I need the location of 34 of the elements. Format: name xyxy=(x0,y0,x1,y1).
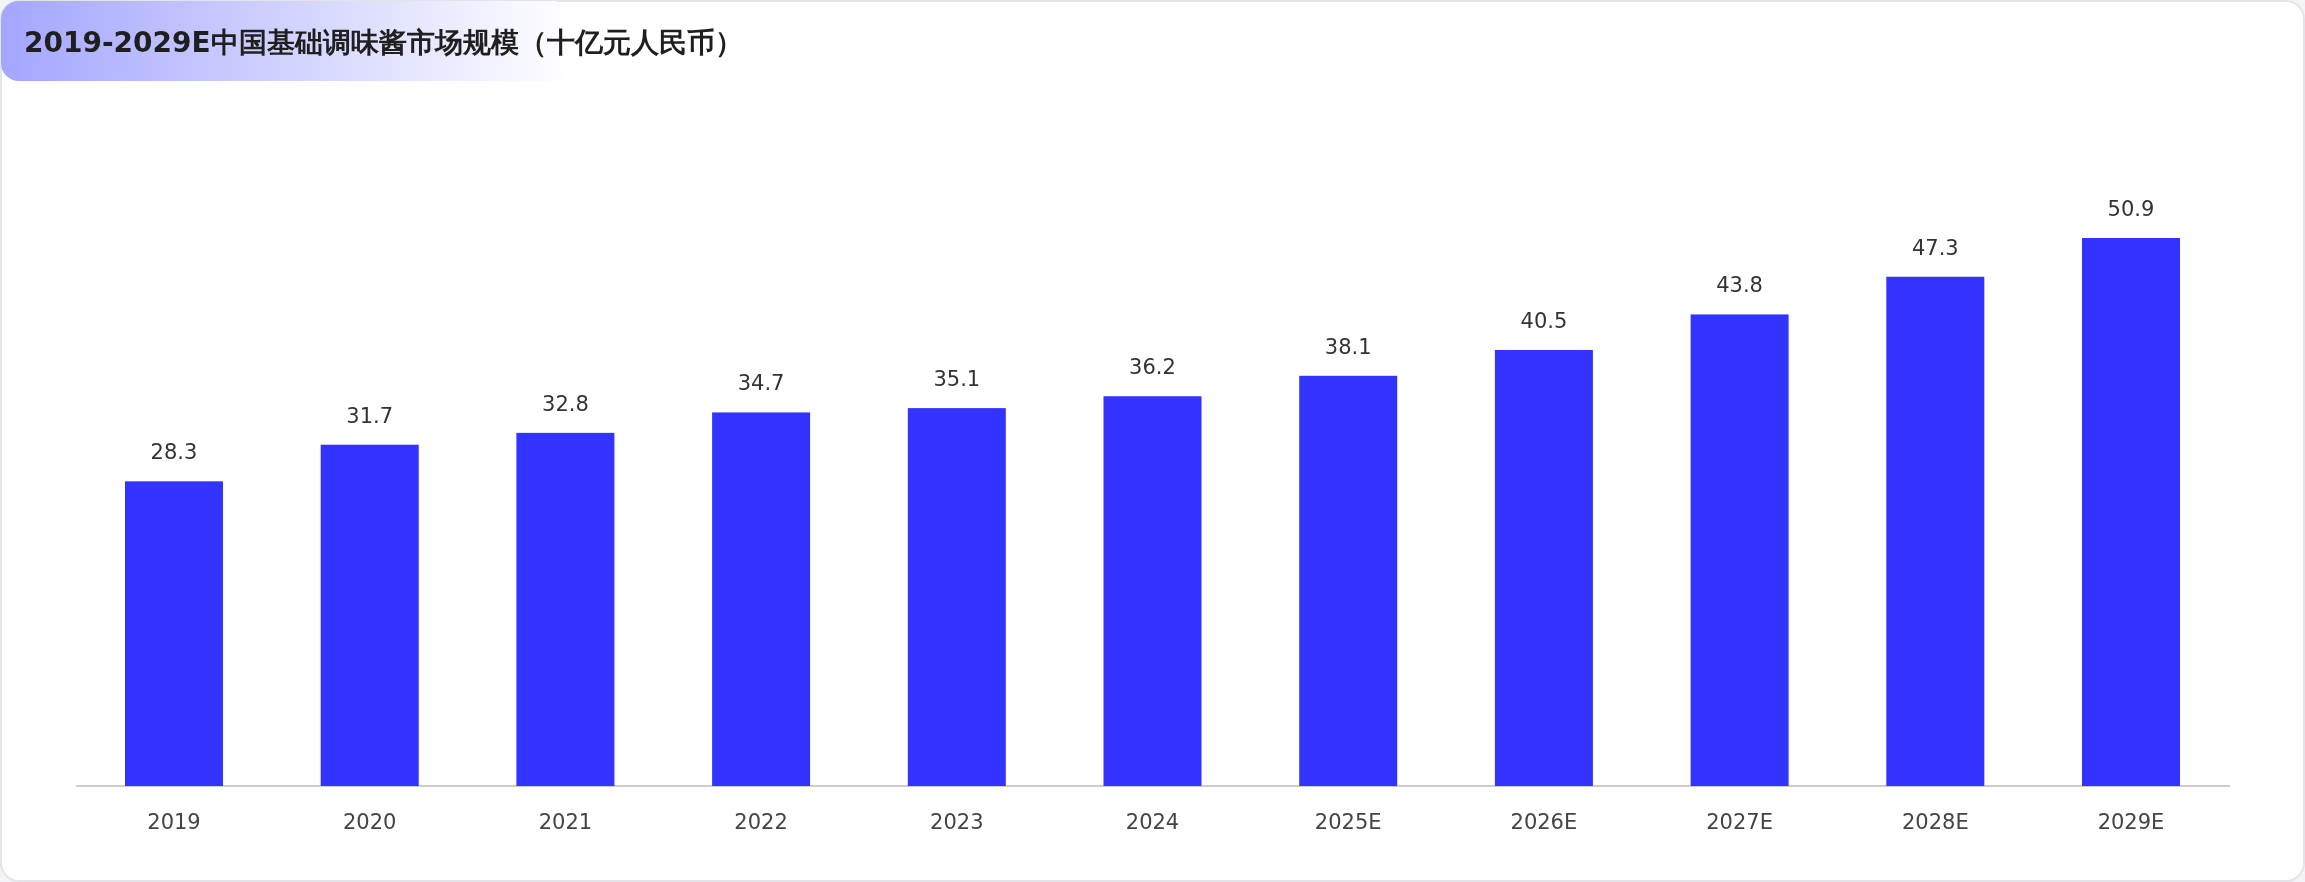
data-label: 40.5 xyxy=(1520,308,1568,333)
x-tick-label: 2028E xyxy=(1901,810,1969,834)
bar xyxy=(1690,314,1789,786)
data-label: 50.9 xyxy=(2107,197,2155,221)
bar xyxy=(125,481,223,786)
data-label: 32.8 xyxy=(542,391,589,416)
data-label: 35.1 xyxy=(933,367,981,392)
x-tick-label: 2023 xyxy=(930,810,984,834)
bar xyxy=(516,432,615,786)
data-label: 28.3 xyxy=(150,440,198,465)
bar xyxy=(1103,396,1202,786)
x-tick-label: 2020 xyxy=(342,810,397,834)
x-tick-label: 2022 xyxy=(734,810,788,834)
bar xyxy=(907,408,1006,786)
data-label: 43.8 xyxy=(1716,273,1763,298)
bar xyxy=(712,412,811,786)
bar xyxy=(1299,375,1398,786)
bar xyxy=(1886,276,1985,786)
x-tick-label: 2026E xyxy=(1510,810,1578,834)
chart-title: 2019-2029E中国基础调味酱市场规模（十亿元人民币） xyxy=(24,26,743,59)
bar xyxy=(2082,238,2180,786)
data-label: 38.1 xyxy=(1324,334,1372,359)
x-tick-label: 2024 xyxy=(1125,810,1180,834)
x-tick-label: 2029E xyxy=(2097,810,2165,834)
x-tick-label: 2019 xyxy=(147,810,201,834)
x-tick-label: 2021 xyxy=(538,810,593,834)
data-label: 47.3 xyxy=(1911,235,1959,260)
x-tick-label: 2027E xyxy=(1706,810,1773,834)
bar xyxy=(320,444,419,786)
bar xyxy=(1494,349,1593,786)
data-label: 36.2 xyxy=(1129,355,1176,380)
data-label: 31.7 xyxy=(346,403,394,428)
data-label: 34.7 xyxy=(737,371,785,396)
x-tick-label: 2025E xyxy=(1314,810,1382,834)
